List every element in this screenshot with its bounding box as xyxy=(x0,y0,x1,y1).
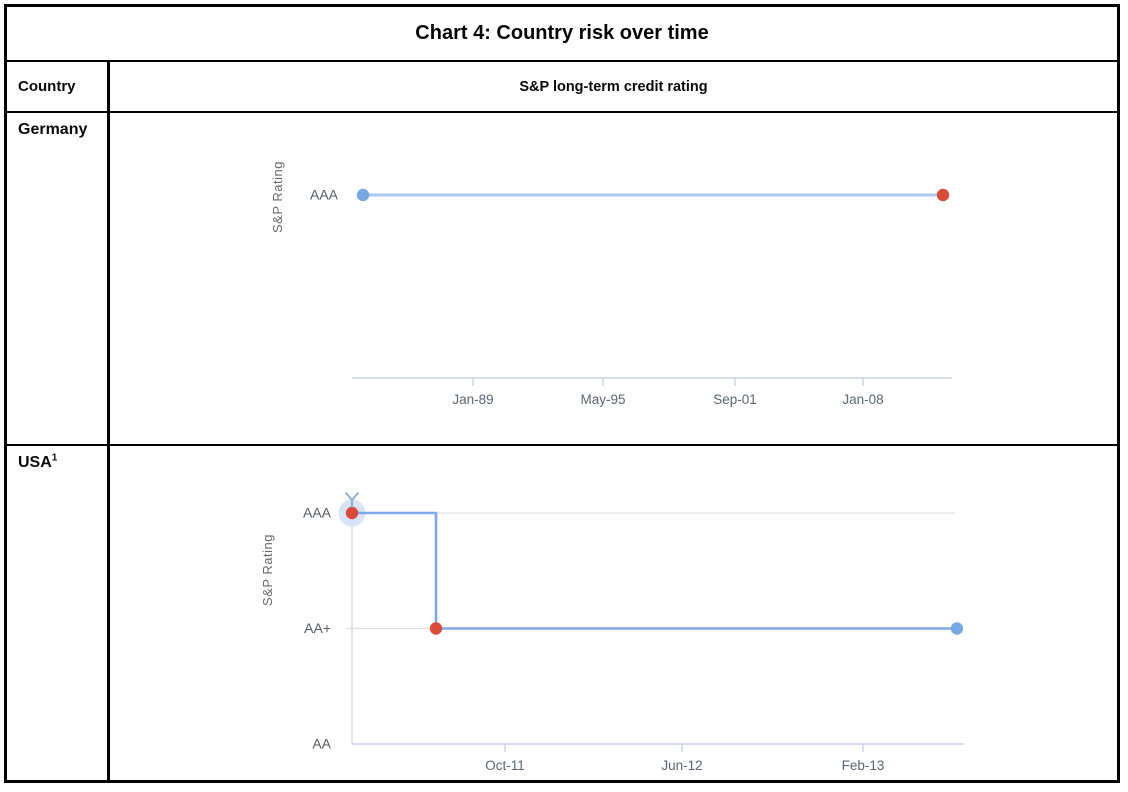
table-row-germany: Germany xyxy=(7,113,1117,446)
country-name: Germany xyxy=(18,121,88,138)
germany-chart xyxy=(110,113,1117,444)
column-header-country: Country xyxy=(7,62,110,111)
footnote-marker: 1 xyxy=(51,452,58,464)
usa-chart xyxy=(110,446,1117,780)
table-title-row: Chart 4: Country risk over time xyxy=(7,7,1117,62)
table-header-row: Country S&P long-term credit rating xyxy=(7,62,1117,113)
row-label-usa: USA1 xyxy=(7,446,110,780)
country-name: USA xyxy=(18,454,52,471)
table-row-usa: USA1 xyxy=(7,446,1117,780)
ratings-table: Chart 4: Country risk over time Country … xyxy=(4,4,1120,783)
table-title: Chart 4: Country risk over time xyxy=(415,22,709,44)
row-label-germany: Germany xyxy=(7,113,110,444)
column-header-rating: S&P long-term credit rating xyxy=(519,78,708,95)
